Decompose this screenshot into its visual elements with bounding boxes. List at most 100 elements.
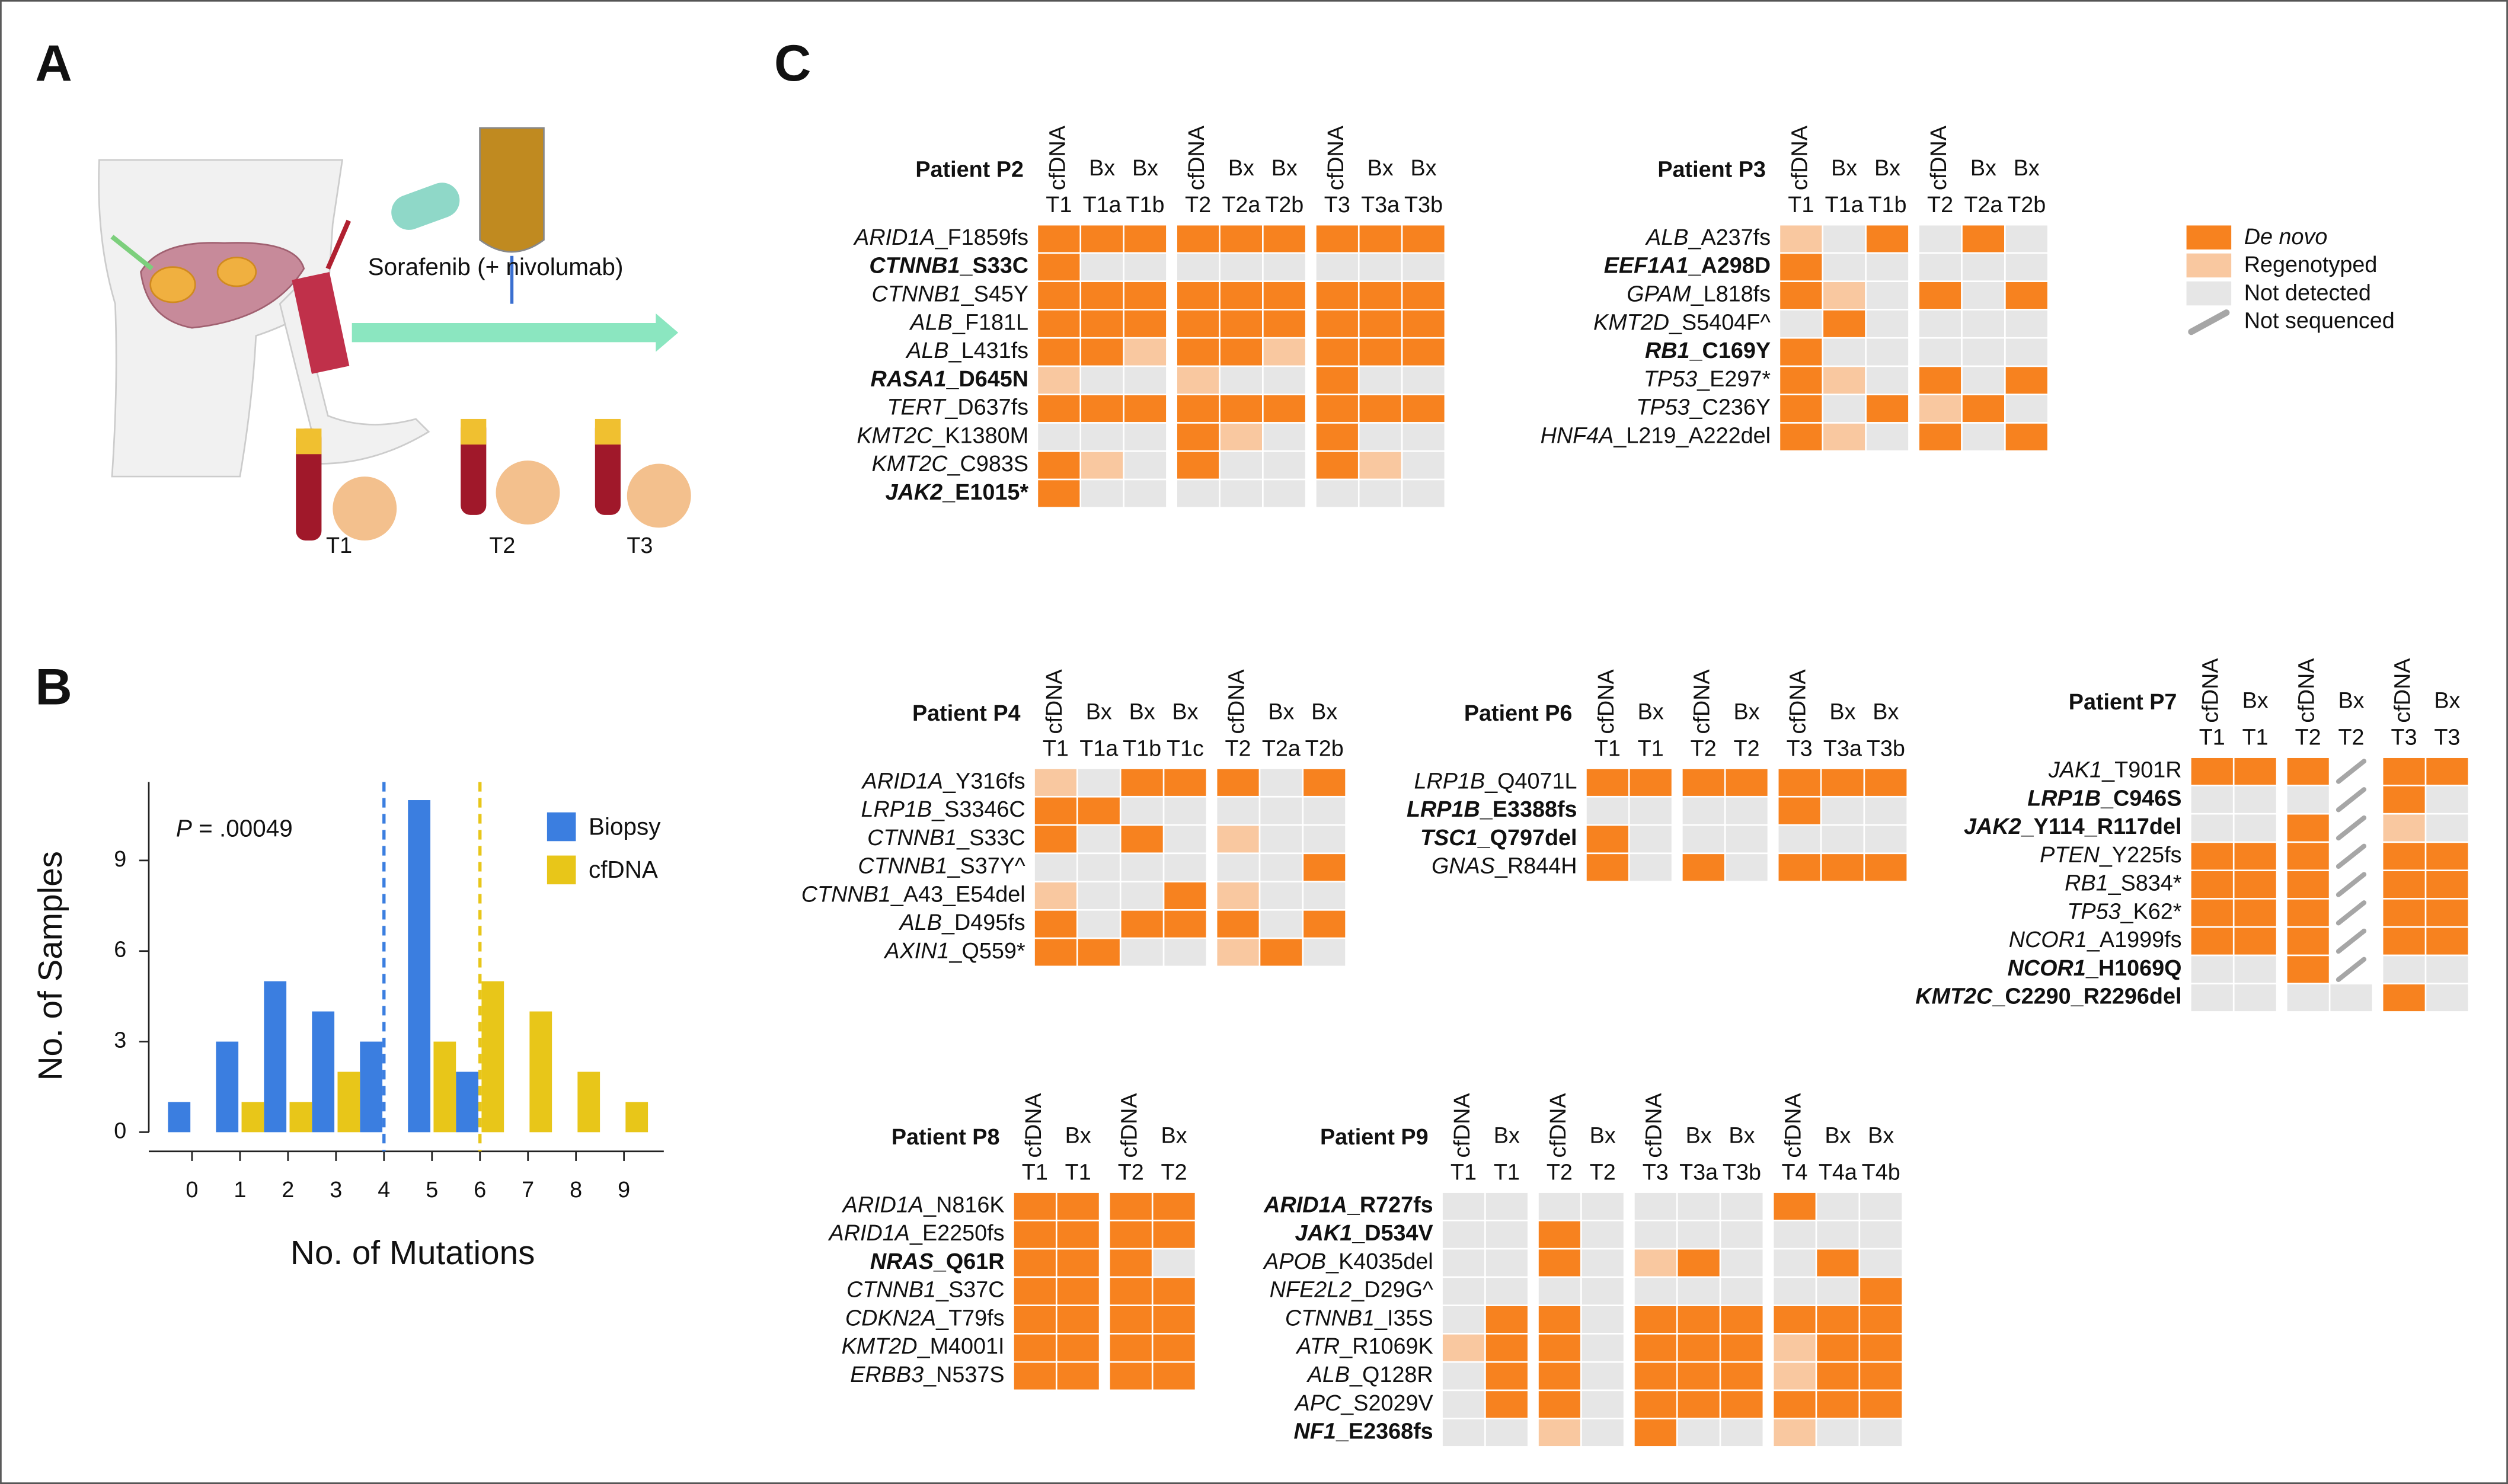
row-label: ERBB3_N537S: [850, 1363, 1004, 1387]
cell: [1780, 338, 1822, 366]
cell: [2330, 984, 2372, 1012]
column-time: T2: [1691, 736, 1717, 761]
cell: [2191, 814, 2233, 842]
cell: [1124, 395, 1167, 423]
change: _E1015*: [942, 480, 1028, 505]
cell: [1081, 452, 1123, 479]
cell: [1817, 1221, 1859, 1248]
gene: ALB: [905, 338, 948, 363]
column-source: cfDNA: [2295, 658, 2319, 723]
gene: JAK1: [1295, 1221, 1353, 1246]
cell: [1634, 1192, 1676, 1220]
row-label: KMT2D_S5404F^: [1593, 310, 1771, 335]
cell: [1034, 769, 1076, 796]
cell: [1817, 1278, 1859, 1305]
gene: AXIN1: [883, 939, 949, 964]
cell: [1721, 1419, 1763, 1447]
column-source: Bx: [1970, 156, 1996, 181]
x-tick-label: 2: [282, 1178, 294, 1202]
legend-swatch: [2186, 225, 2232, 250]
change: _Q4071L: [1484, 769, 1577, 794]
cell: [1081, 225, 1123, 252]
cell: [1678, 1306, 1720, 1333]
x-tick-label: 3: [330, 1178, 342, 1202]
gene: CDKN2A: [845, 1306, 936, 1331]
cell: [1962, 423, 2004, 450]
column-source: Bx: [1590, 1123, 1616, 1148]
cell: [2191, 956, 2233, 983]
cell: [1780, 423, 1822, 450]
cell: [1263, 310, 1305, 337]
cell: [2287, 814, 2329, 842]
cell: [1164, 939, 1206, 966]
cell: [1919, 254, 1961, 281]
cell: [2426, 814, 2468, 842]
y-tick-label: 9: [114, 847, 126, 872]
bar: [337, 1072, 360, 1133]
cell: [1263, 225, 1305, 252]
change: _S37C: [935, 1278, 1004, 1303]
change: _R1069K: [1339, 1334, 1433, 1359]
cell: [1038, 310, 1080, 337]
gene: ERBB3: [850, 1363, 924, 1387]
cell-slash: [2336, 928, 2367, 954]
change: _C236Y: [1689, 395, 1771, 420]
cell: [1538, 1278, 1580, 1305]
y-tick-label: 6: [114, 938, 126, 962]
cell: [1630, 854, 1672, 881]
cell: [1919, 423, 1961, 450]
change: _Y316fs: [943, 769, 1025, 794]
legend-label: Biopsy: [589, 813, 661, 840]
cell: [1582, 1192, 1624, 1220]
cell: [1402, 480, 1445, 507]
cell: [1962, 282, 2004, 309]
cell: [1078, 910, 1120, 938]
cell-slash: [2336, 815, 2367, 841]
gene: NFE2L2: [1270, 1278, 1352, 1303]
row-label: ALB_Q128R: [1306, 1363, 1433, 1387]
cell: [1263, 395, 1305, 423]
cell: [1442, 1334, 1485, 1361]
cell: [1586, 797, 1628, 824]
column-time: T1a: [1079, 736, 1118, 761]
illustration: [98, 127, 691, 541]
cell: [1316, 395, 1358, 423]
gene: CTNNB1: [846, 1278, 936, 1303]
cell: [1962, 225, 2004, 252]
heatmap-title: Patient P9: [1320, 1125, 1429, 1150]
cell: [1485, 1221, 1528, 1248]
bar: [360, 1041, 383, 1133]
cell: [1164, 882, 1206, 909]
legend-swatch: [2186, 253, 2232, 278]
column-time: T1c: [1167, 736, 1204, 761]
cell: [1634, 1419, 1676, 1447]
cell: [1402, 282, 1445, 309]
cell: [1316, 254, 1358, 281]
cell: [1780, 310, 1822, 337]
column-source: cfDNA: [1642, 1093, 1667, 1158]
gene: KMT2D: [1593, 310, 1669, 335]
row-label: ARID1A_N816K: [842, 1192, 1005, 1217]
column-time: T1b: [1868, 193, 1906, 218]
gene: GPAM: [1627, 282, 1691, 306]
cell: [1303, 826, 1346, 853]
row-label: RB1_S834*: [2065, 871, 2182, 896]
cell: [1678, 1249, 1720, 1277]
row-label: PTEN_Y225fs: [2040, 843, 2181, 868]
bar: [433, 1041, 456, 1133]
cell: [1177, 310, 1219, 337]
cell: [1778, 854, 1820, 881]
cell: [1034, 854, 1076, 881]
column-time: T2: [1185, 193, 1211, 218]
gene: LRP1B: [2027, 786, 2101, 811]
gene: TP53: [1644, 367, 1697, 392]
annotation-text: = .00049: [192, 814, 293, 842]
annotation: P = .00049: [176, 814, 293, 842]
column-time: T3: [2434, 725, 2460, 750]
cell: [1721, 1334, 1763, 1361]
cell: [1220, 395, 1262, 423]
cell-slash: [2336, 787, 2367, 813]
cell: [2005, 310, 2047, 337]
cell: [1177, 480, 1219, 507]
change: _L818fs: [1691, 282, 1771, 306]
